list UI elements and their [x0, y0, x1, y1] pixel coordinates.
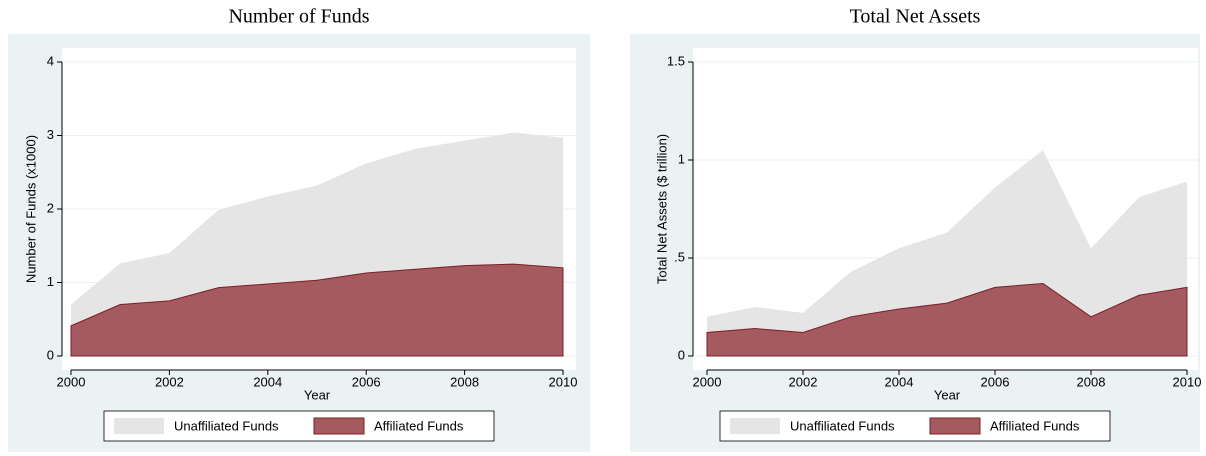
x-tick-label: 2008: [1077, 374, 1106, 389]
y-axis-label: Total Net Assets ($ trillion): [654, 134, 669, 284]
x-tick-label: 2006: [352, 374, 381, 389]
x-tick-label: 2004: [253, 374, 282, 389]
y-tick-label: 4: [47, 53, 54, 68]
y-tick-label: 2: [47, 200, 54, 215]
legend-label: Affiliated Funds: [374, 418, 464, 433]
area: [706, 282, 1188, 357]
x-tick-label: 2002: [155, 374, 184, 389]
x-axis-label: Year: [934, 387, 961, 402]
legend-key: [114, 418, 164, 434]
y-tick-label: 3: [47, 127, 54, 142]
x-tick-label: 2000: [693, 374, 722, 389]
legend-key: [313, 417, 365, 435]
y-tick-label: .5: [674, 249, 685, 264]
legend-key: [730, 418, 780, 434]
chart-title: Total Net Assets: [850, 6, 981, 28]
x-tick-label: 2004: [885, 374, 914, 389]
x-axis-label: Year: [304, 387, 331, 402]
legend-label: Unaffiliated Funds: [174, 418, 279, 433]
legend-label: Affiliated Funds: [990, 418, 1080, 433]
x-tick-label: 2000: [57, 374, 86, 389]
y-tick-label: 0: [47, 347, 54, 362]
x-tick-label: 2002: [789, 374, 818, 389]
y-tick-label: 1.5: [667, 53, 685, 68]
y-tick-label: 1: [678, 151, 685, 166]
chart-title: Number of Funds: [228, 6, 369, 28]
legend-key: [929, 417, 981, 435]
y-axis-label: Number of Funds (x1000): [23, 135, 38, 283]
y-tick-label: 1: [47, 274, 54, 289]
y-tick-label: 0: [678, 347, 685, 362]
x-tick-label: 2006: [981, 374, 1010, 389]
x-tick-label: 2008: [450, 374, 479, 389]
x-tick-label: 2010: [1173, 374, 1202, 389]
legend-box: [103, 410, 495, 442]
legend-box: [719, 410, 1111, 442]
x-tick-label: 2010: [549, 374, 578, 389]
legend-label: Unaffiliated Funds: [790, 418, 895, 433]
area: [70, 263, 564, 357]
